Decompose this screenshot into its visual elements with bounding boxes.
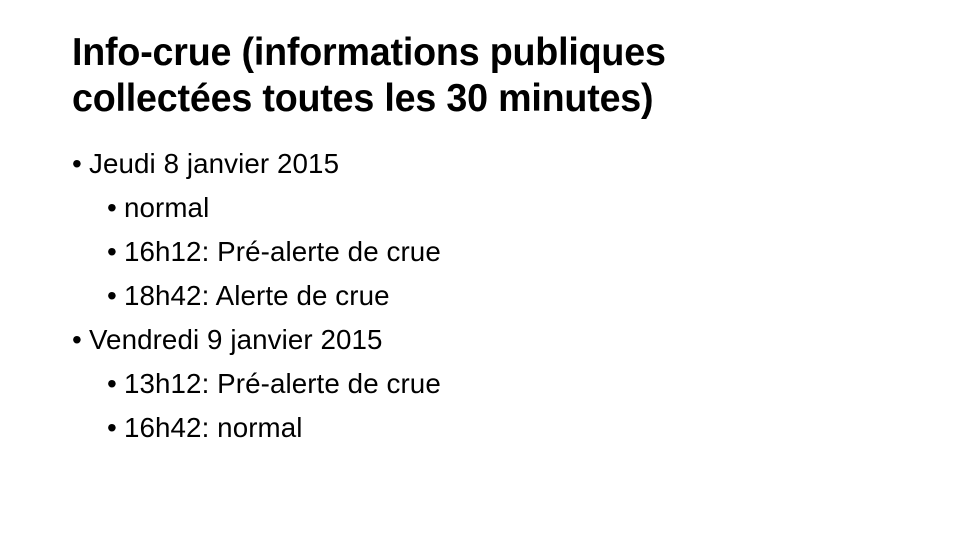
list-item: • 16h12: Pré-alerte de crue (72, 230, 872, 274)
bullet-icon: • (107, 280, 117, 311)
list-item: • normal (72, 186, 872, 230)
list-item: • 16h42: normal (72, 406, 872, 450)
bullet-icon: • (107, 368, 117, 399)
bullet-icon: • (72, 324, 82, 355)
list-item: • 13h12: Pré-alerte de crue (72, 362, 872, 406)
list-item: • 18h42: Alerte de crue (72, 274, 872, 318)
list-item-label: Jeudi 8 janvier 2015 (89, 148, 340, 179)
list-item: • Vendredi 9 janvier 2015 (72, 318, 872, 362)
list-item-label: 18h42: Alerte de crue (124, 280, 390, 311)
list-item-label: normal (124, 192, 210, 223)
slide-body-list: • Jeudi 8 janvier 2015 • normal • 16h12:… (72, 142, 872, 450)
slide-title-line-2: collectées toutes les 30 minutes) (72, 77, 654, 120)
list-item-label: Vendredi 9 janvier 2015 (89, 324, 383, 355)
list-item-label: 16h42: normal (124, 412, 303, 443)
bullet-icon: • (107, 412, 117, 443)
list-item-label: 13h12: Pré-alerte de crue (124, 368, 441, 399)
bullet-icon: • (107, 236, 117, 267)
list-item-label: 16h12: Pré-alerte de crue (124, 236, 441, 267)
bullet-icon: • (107, 192, 117, 223)
list-item: • Jeudi 8 janvier 2015 (72, 142, 872, 186)
slide-title-line-1: Info-crue (informations publiques (72, 31, 666, 74)
bullet-icon: • (72, 148, 82, 179)
slide-title: Info-crue (informations publiques collec… (72, 30, 842, 122)
